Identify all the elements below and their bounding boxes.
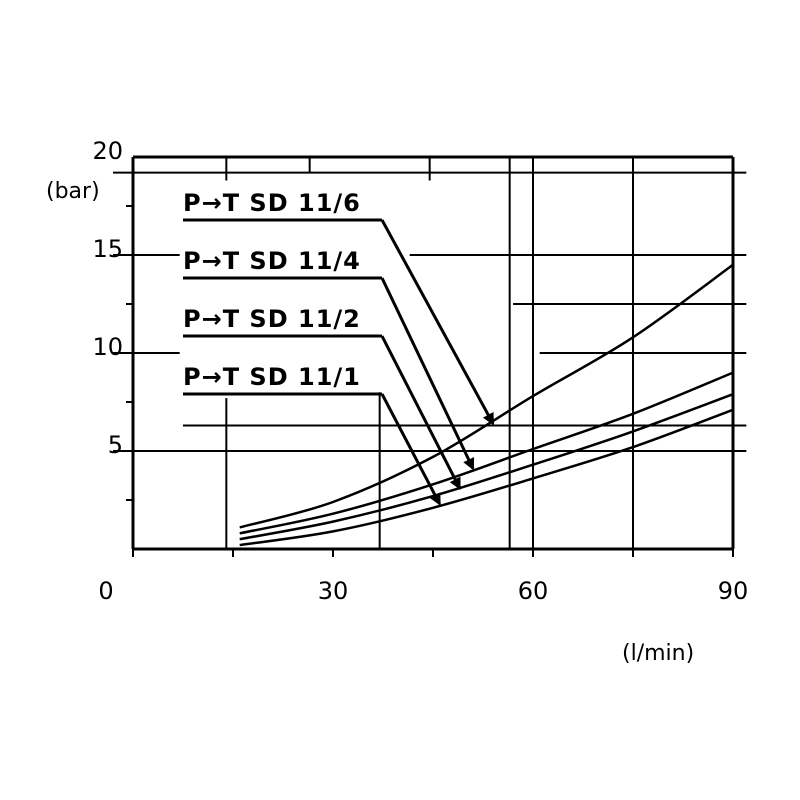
series-label: P→T SD 11/6: [183, 189, 361, 217]
y-tick-label: 10: [92, 333, 123, 361]
series-line-2: [239, 371, 734, 535]
annotations: P→T SD 11/6 P→T SD 11/4 P→T SD 11/2 P→T SD …: [183, 189, 495, 506]
series-label: P→T SD 11/2: [183, 305, 361, 333]
series-label-arrow: [380, 219, 495, 426]
x-tick-label: 90: [718, 577, 749, 605]
y-tick-label: 20: [92, 137, 123, 165]
tick-labels: 5 10 15 20 0 30 60 90: [92, 137, 748, 605]
x-axis-unit-label: (l/min): [622, 641, 694, 666]
series-annotation-4: P→T SD 11/1: [183, 363, 441, 506]
series-annotation-2: P→T SD 11/4: [183, 247, 475, 471]
series-line-3: [239, 393, 734, 541]
y-tick-label: 5: [108, 431, 123, 459]
series-label-arrow: [380, 277, 475, 471]
series-line-4: [239, 408, 734, 547]
x-tick-label: 0: [98, 577, 113, 605]
series-annotation-3: P→T SD 11/2: [183, 305, 462, 491]
y-axis-unit-label: (bar): [46, 179, 100, 204]
axes: [126, 155, 735, 557]
x-tick-label: 30: [318, 577, 349, 605]
x-tick-label: 60: [518, 577, 549, 605]
series-label: P→T SD 11/1: [183, 363, 361, 391]
y-tick-label: 15: [92, 235, 123, 263]
series-label-arrow: [380, 393, 441, 506]
series-label: P→T SD 11/4: [183, 247, 361, 275]
series-label-arrow: [380, 335, 462, 491]
series-annotation-1: P→T SD 11/6: [183, 189, 495, 426]
